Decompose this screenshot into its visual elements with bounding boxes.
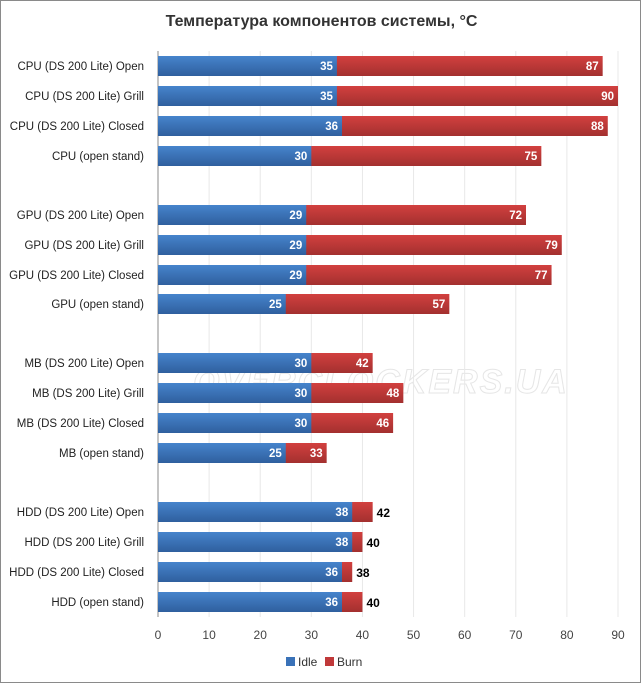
idle-bar (158, 502, 353, 522)
burn-value-label: 72 (509, 210, 522, 222)
idle-value-label: 29 (289, 210, 302, 222)
x-tick-label: 10 (202, 628, 216, 642)
idle-bar (158, 413, 312, 433)
idle-bar (158, 56, 337, 76)
x-tick-label: 40 (356, 628, 370, 642)
idle-bar (158, 265, 307, 285)
category-label: MB (open stand) (59, 448, 144, 460)
idle-bar (158, 294, 286, 314)
category-label: HDD (open stand) (51, 597, 144, 609)
category-label: MB (DS 200 Lite) Open (24, 358, 144, 370)
idle-bar (158, 205, 307, 225)
idle-bar (158, 383, 312, 403)
category-label: MB (DS 200 Lite) Grill (32, 388, 144, 400)
category-label: HDD (DS 200 Lite) Open (17, 507, 144, 519)
legend-swatch-idle (286, 657, 295, 666)
x-tick-label: 50 (407, 628, 421, 642)
category-label: MB (DS 200 Lite) Closed (17, 418, 144, 430)
burn-value-label: 33 (310, 448, 323, 460)
chart-title: Температура компонентов системы, °C (165, 13, 478, 30)
burn-value-label: 77 (535, 270, 548, 282)
idle-value-label: 30 (295, 358, 308, 370)
idle-value-label: 30 (295, 151, 308, 163)
legend-label-burn: Burn (337, 655, 362, 669)
idle-value-label: 38 (335, 537, 348, 549)
x-tick-label: 20 (254, 628, 268, 642)
x-tick-label: 60 (458, 628, 472, 642)
burn-value-label: 42 (377, 506, 391, 520)
idle-value-label: 35 (320, 61, 333, 73)
idle-value-label: 36 (325, 121, 338, 133)
burn-value-label: 87 (586, 61, 599, 73)
burn-value-label: 42 (356, 358, 369, 370)
category-label: CPU (open stand) (52, 151, 144, 163)
category-label: GPU (open stand) (51, 299, 144, 311)
burn-value-label: 75 (525, 151, 538, 163)
category-label: CPU (DS 200 Lite) Grill (25, 91, 144, 103)
idle-value-label: 25 (269, 299, 282, 311)
burn-value-label: 48 (387, 388, 400, 400)
burn-value-label: 57 (433, 299, 446, 311)
x-tick-label: 0 (155, 628, 162, 642)
idle-value-label: 35 (320, 91, 333, 103)
idle-value-label: 36 (325, 597, 338, 609)
idle-bar (158, 532, 353, 552)
burn-value-label: 79 (545, 240, 558, 252)
legend-swatch-burn (325, 657, 334, 666)
category-label: HDD (DS 200 Lite) Grill (25, 537, 145, 549)
category-label: CPU (DS 200 Lite) Open (17, 61, 144, 73)
idle-bar (158, 562, 342, 582)
idle-bar (158, 86, 337, 106)
burn-value-label: 38 (356, 566, 370, 580)
idle-bar (158, 146, 312, 166)
burn-value-label: 40 (366, 596, 380, 610)
x-tick-label: 30 (305, 628, 319, 642)
category-label: CPU (DS 200 Lite) Closed (10, 121, 144, 133)
idle-bar (158, 353, 312, 373)
category-label: GPU (DS 200 Lite) Closed (9, 270, 144, 282)
idle-bar (158, 443, 286, 463)
idle-bar (158, 235, 307, 255)
burn-value-label: 46 (376, 418, 389, 430)
burn-value-label: 40 (366, 536, 380, 550)
x-tick-label: 90 (611, 628, 625, 642)
burn-value-label: 88 (591, 121, 604, 133)
idle-value-label: 30 (295, 388, 308, 400)
idle-value-label: 36 (325, 567, 338, 579)
idle-value-label: 29 (289, 270, 302, 282)
category-label: GPU (DS 200 Lite) Open (17, 210, 144, 222)
idle-bar (158, 592, 342, 612)
idle-value-label: 29 (289, 240, 302, 252)
idle-bar (158, 116, 342, 136)
category-label: GPU (DS 200 Lite) Grill (24, 240, 144, 252)
x-tick-label: 80 (560, 628, 574, 642)
idle-value-label: 30 (295, 418, 308, 430)
idle-value-label: 25 (269, 448, 282, 460)
idle-value-label: 38 (335, 507, 348, 519)
legend-label-idle: Idle (298, 655, 318, 669)
x-tick-label: 70 (509, 628, 523, 642)
category-label: HDD (DS 200 Lite) Closed (9, 567, 144, 579)
burn-value-label: 90 (601, 91, 614, 103)
